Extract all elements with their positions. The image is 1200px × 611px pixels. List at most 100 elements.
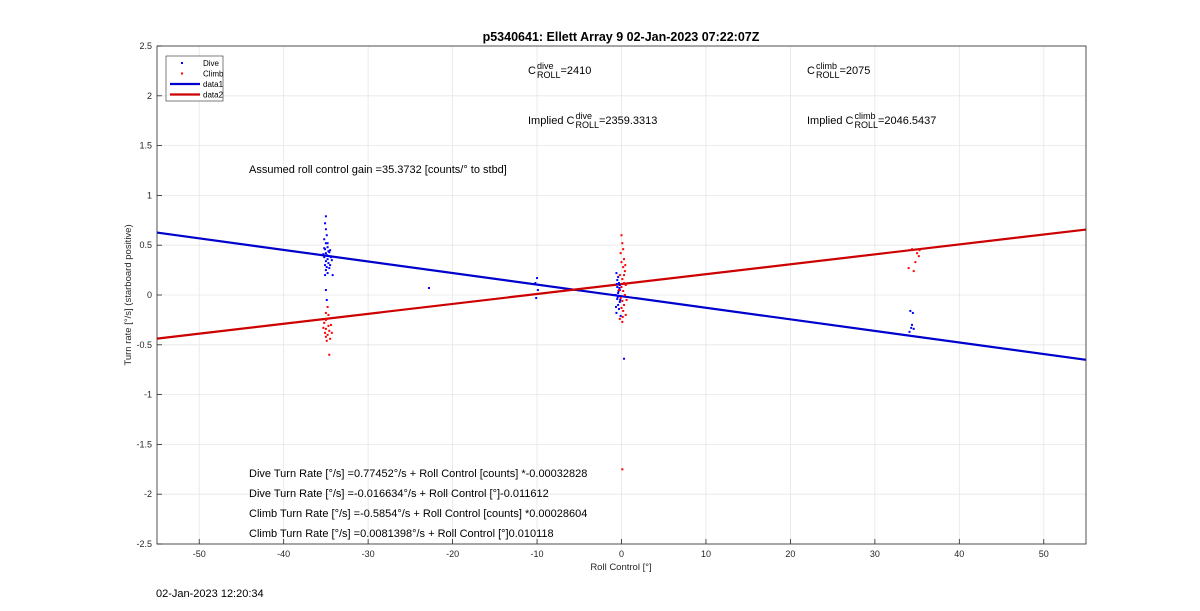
point-dive <box>618 300 621 303</box>
y-tick-label: 1 <box>147 190 152 200</box>
point-climb <box>329 323 332 326</box>
point-climb <box>623 274 626 277</box>
c-roll-climb-sub: ROLL <box>815 70 840 80</box>
point-dive <box>615 283 618 286</box>
point-dive <box>324 289 327 292</box>
point-climb <box>326 333 329 336</box>
point-dive <box>615 311 618 314</box>
point-dive <box>324 228 327 231</box>
point-dive <box>616 297 619 300</box>
point-climb <box>618 317 621 320</box>
point-dive <box>617 292 620 295</box>
y-tick-label: 1.5 <box>139 141 152 151</box>
point-climb <box>619 252 622 255</box>
point-dive <box>910 326 913 329</box>
point-climb <box>623 282 626 285</box>
point-dive <box>323 247 326 250</box>
point-dive <box>618 284 621 287</box>
x-tick-label: -20 <box>446 549 459 559</box>
point-dive <box>534 282 537 285</box>
equation-dive-degrees: Dive Turn Rate [°/s] =-0.016634°/s + Rol… <box>249 488 549 500</box>
point-climb <box>618 274 621 277</box>
point-dive <box>325 254 328 257</box>
point-climb <box>917 255 920 258</box>
legend-marker-climb <box>181 72 183 75</box>
implied-c-roll-dive-sup: dive <box>575 111 592 121</box>
y-tick-label: 0.5 <box>139 240 152 250</box>
implied-c-roll-dive-scripts: dive ROLL <box>575 112 599 130</box>
fit-line-data2 <box>156 228 1087 340</box>
point-climb <box>916 252 919 255</box>
point-climb <box>621 315 624 318</box>
point-climb <box>621 320 624 323</box>
point-climb <box>620 261 623 264</box>
fit-lines <box>156 228 1087 361</box>
x-tick-label: 20 <box>785 549 795 559</box>
tick-labels: -50 -40 -30 -20 -10 0 10 20 30 40 50-2.5-2-1.5-1-0… <box>136 41 1048 559</box>
point-dive <box>326 242 329 245</box>
x-tick-label: 50 <box>1039 549 1049 559</box>
c-roll-climb-scripts: climb ROLL <box>816 62 840 80</box>
point-climb <box>620 234 623 237</box>
point-climb <box>327 324 330 327</box>
point-climb <box>624 313 627 316</box>
point-dive <box>329 256 332 259</box>
point-dive <box>617 303 620 306</box>
point-climb <box>622 290 625 293</box>
y-tick-label: 0 <box>147 290 152 300</box>
x-tick-label: 10 <box>701 549 711 559</box>
point-dive <box>617 282 620 285</box>
point-dive <box>324 274 327 277</box>
implied-c-roll-climb-prefix: Implied C <box>807 114 854 127</box>
point-dive <box>615 305 618 308</box>
y-tick-label: 2.5 <box>139 41 152 51</box>
x-axis-label: Roll Control [°] <box>590 562 651 573</box>
point-climb <box>324 331 327 334</box>
point-dive <box>324 252 327 255</box>
implied-c-roll-dive-prefix: Implied C <box>528 114 575 127</box>
point-dive <box>324 269 327 272</box>
c-roll-dive-prefix: C <box>528 64 536 77</box>
point-climb <box>622 266 625 269</box>
point-climb <box>619 296 622 299</box>
point-climb <box>621 468 624 471</box>
y-tick-label: 2 <box>147 91 152 101</box>
c-roll-dive-value: =2410 <box>560 64 592 77</box>
point-climb <box>624 264 627 267</box>
point-climb <box>625 298 628 301</box>
point-climb <box>624 284 627 287</box>
point-dive <box>324 215 327 218</box>
point-dive <box>909 309 912 312</box>
chart-title: p5340641: Ellett Array 9 02-Jan-2023 07:… <box>483 30 760 44</box>
point-dive <box>324 242 327 245</box>
point-climb <box>324 318 327 321</box>
point-dive <box>616 286 619 289</box>
legend-label: Climb <box>203 70 224 79</box>
point-dive <box>330 259 333 262</box>
point-dive <box>329 264 332 267</box>
x-tick-label: -40 <box>277 549 290 559</box>
point-dive <box>536 289 539 292</box>
x-tick-label: -30 <box>362 549 375 559</box>
point-climb <box>322 326 325 329</box>
print-timestamp: 02-Jan-2023 12:20:34 <box>156 588 264 600</box>
point-climb <box>323 321 326 324</box>
y-tick-label: -2.5 <box>136 539 152 549</box>
point-climb <box>324 311 327 314</box>
point-climb <box>623 270 626 273</box>
point-dive <box>536 277 539 280</box>
implied-c-roll-dive-value: =2359.3313 <box>598 114 658 127</box>
scatter-points <box>322 215 921 471</box>
point-dive <box>614 294 617 296</box>
point-dive <box>615 272 618 275</box>
legend-label: Dive <box>203 59 220 68</box>
point-dive <box>323 256 326 259</box>
point-climb <box>328 329 331 332</box>
x-tick-label: -50 <box>193 549 206 559</box>
point-dive <box>326 246 329 249</box>
point-dive <box>619 314 622 317</box>
c-roll-dive-sub: ROLL <box>536 70 561 80</box>
